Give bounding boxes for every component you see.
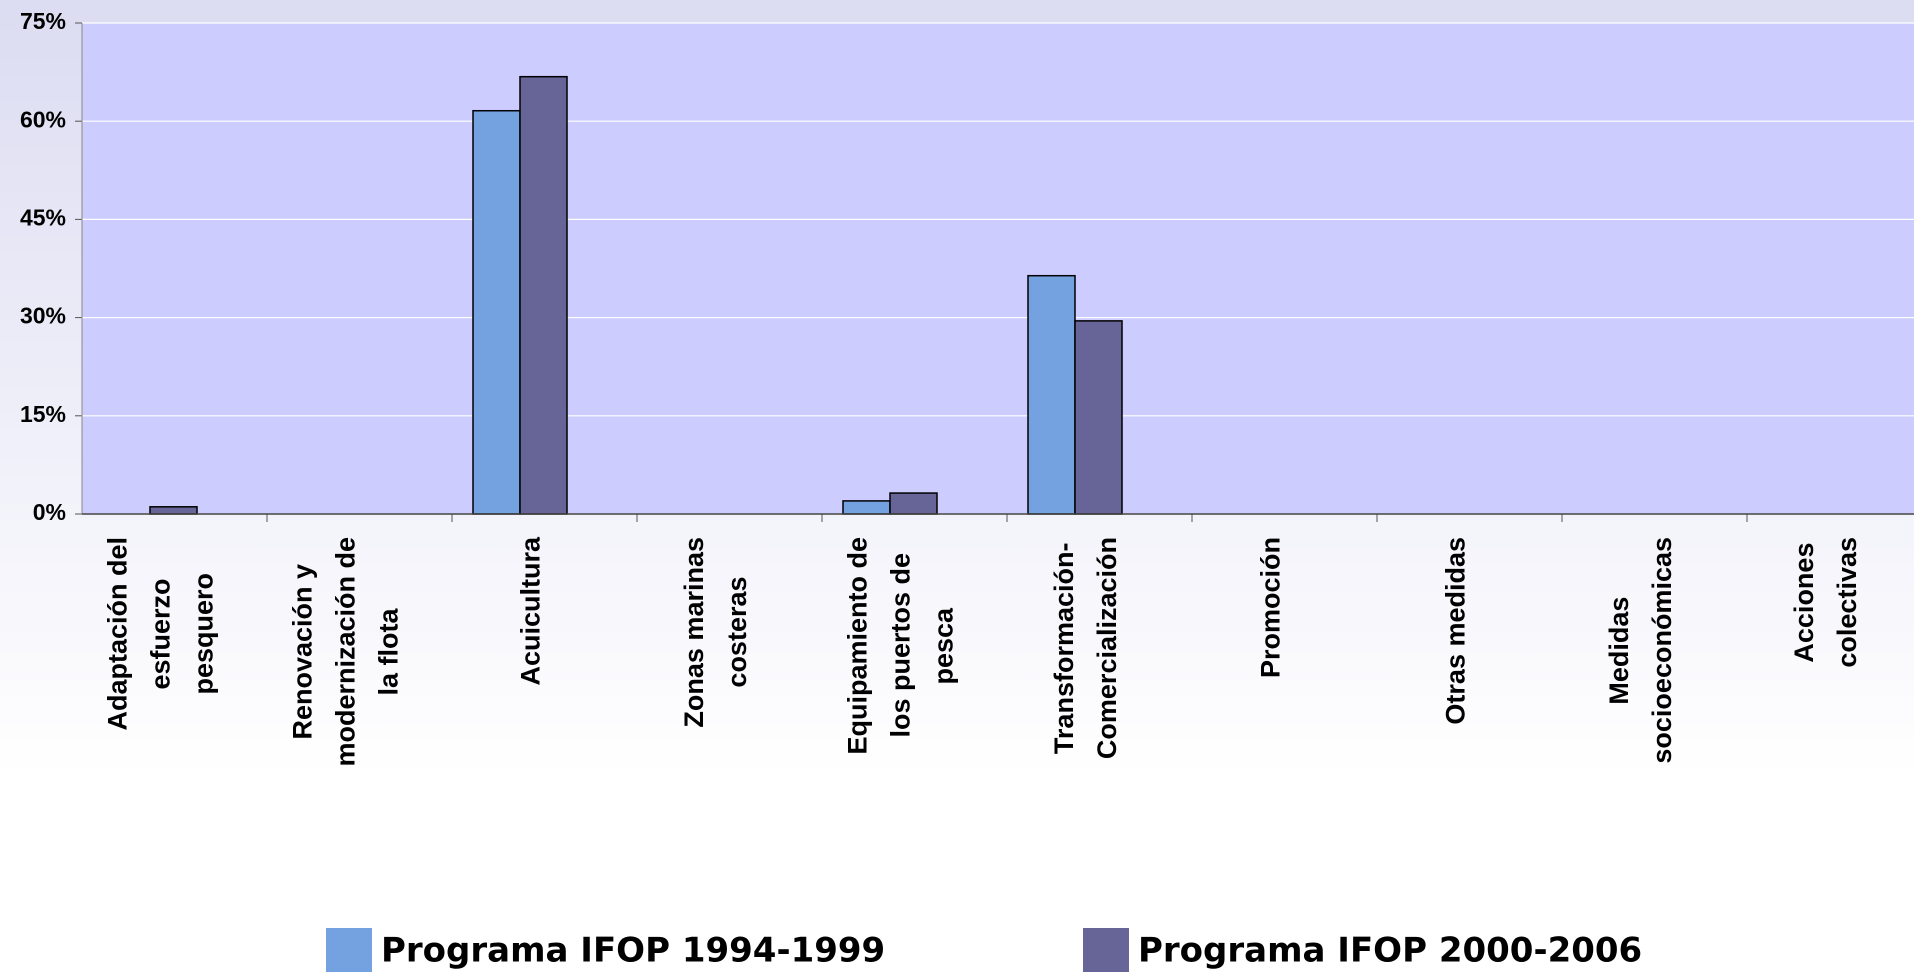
x-tick-label: Renovación y modernización de la flota bbox=[287, 537, 403, 767]
x-tick-label: Transformación- Comercialización bbox=[1048, 537, 1122, 760]
bar bbox=[472, 109, 521, 515]
bar bbox=[889, 492, 938, 515]
y-tick-label: 60% bbox=[20, 106, 66, 132]
legend-swatch bbox=[1083, 928, 1129, 972]
legend-label: Programa IFOP 1994-1999 bbox=[381, 931, 885, 971]
y-tick-label: 75% bbox=[20, 8, 66, 34]
x-tick-label: Otras medidas bbox=[1440, 537, 1470, 725]
bar bbox=[1027, 274, 1076, 515]
plot-area bbox=[82, 23, 1914, 514]
y-tick-label: 15% bbox=[20, 401, 66, 427]
x-tick-label: Acuicultura bbox=[515, 537, 545, 686]
x-tick-label: Acciones colectivas bbox=[1788, 537, 1862, 668]
bar bbox=[519, 75, 568, 515]
y-tick-label: 0% bbox=[33, 499, 66, 525]
x-tick-label: Zonas marinas costeras bbox=[678, 537, 752, 728]
x-tick-label: Promoción bbox=[1255, 537, 1285, 679]
x-tick-label: Medidas socioeconómicas bbox=[1603, 537, 1677, 764]
legend-label: Programa IFOP 2000-2006 bbox=[1138, 931, 1642, 971]
x-tick-label: Adaptación del esfuerzo pesquero bbox=[102, 537, 218, 731]
bar bbox=[149, 506, 198, 515]
y-tick-label: 30% bbox=[20, 303, 66, 329]
y-tick-label: 45% bbox=[20, 204, 66, 230]
bar bbox=[842, 500, 891, 515]
x-tick-label: Equipamiento de los puertos de pesca bbox=[842, 537, 958, 755]
legend-swatch bbox=[326, 928, 372, 972]
bar bbox=[1074, 320, 1123, 515]
